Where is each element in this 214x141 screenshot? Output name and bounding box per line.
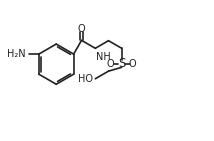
Text: O: O [78,24,85,34]
Text: O: O [129,59,137,69]
Text: S: S [118,57,125,70]
Text: O: O [107,59,114,69]
Text: NH: NH [96,52,111,62]
Text: HO: HO [78,74,93,84]
Text: H₂N: H₂N [7,49,26,59]
